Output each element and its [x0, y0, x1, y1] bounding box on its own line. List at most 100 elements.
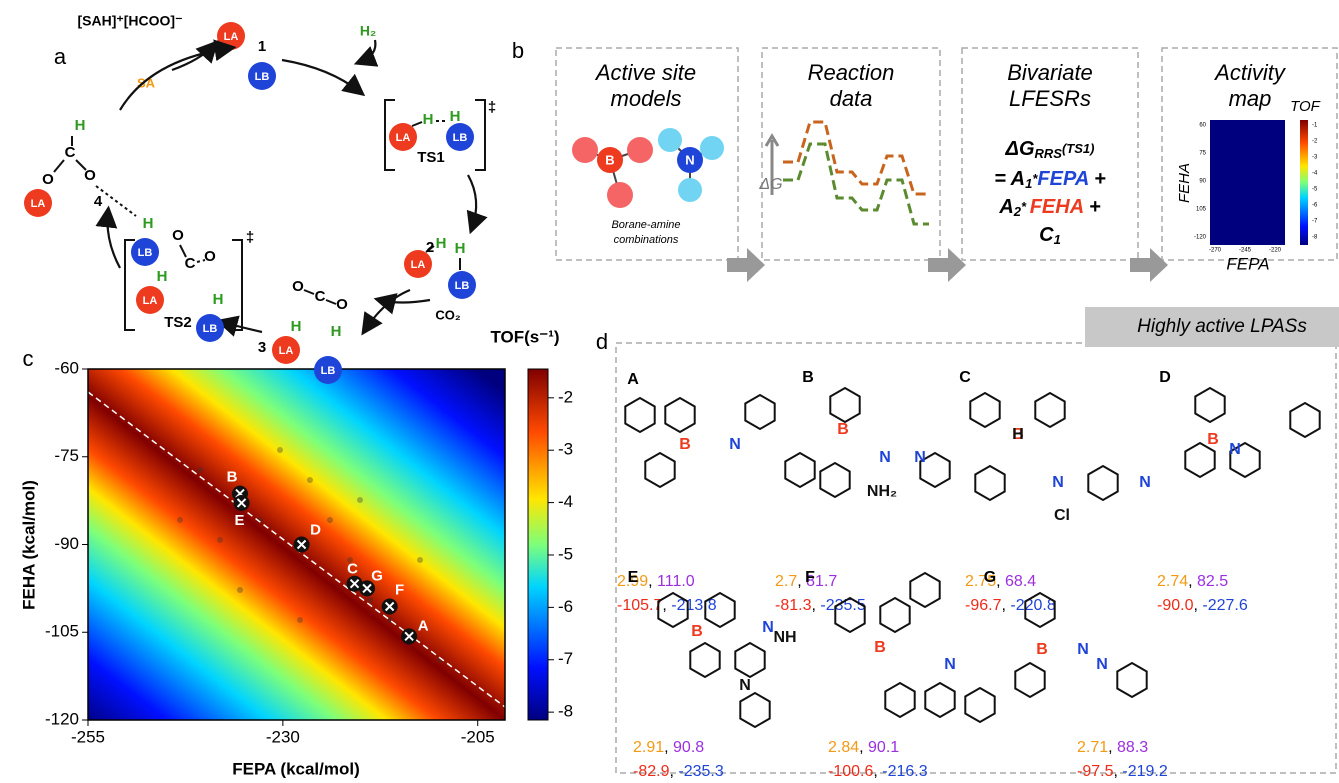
- metric-line: -90.0, -227.6: [1157, 597, 1248, 614]
- metric: -81.3: [775, 597, 812, 614]
- atom-label: B: [1036, 641, 1048, 658]
- section-title: Highly active LPASs: [1137, 316, 1307, 337]
- arrow: [360, 40, 375, 62]
- note: Borane-amine: [611, 219, 680, 231]
- atom-label: H: [455, 240, 466, 257]
- bond: [326, 300, 336, 304]
- atom-label: B: [1207, 431, 1219, 448]
- metric: -90.0: [1157, 597, 1194, 614]
- species-label: 4: [94, 193, 103, 210]
- substituent: [678, 178, 702, 202]
- axis-title: FEHA: [1176, 163, 1193, 203]
- colorbar-tick-label: -4: [558, 492, 573, 511]
- arrow: [282, 60, 360, 92]
- metric-line: 2.84, 90.1: [828, 739, 899, 756]
- bond: [475, 100, 485, 170]
- bond: [180, 245, 186, 257]
- tick-label: 90: [1199, 179, 1206, 185]
- atom-label: NH₂: [867, 483, 897, 500]
- equation: ΔGRRS(TS1): [1005, 138, 1095, 161]
- atom-label: LB: [321, 365, 336, 377]
- point-label: G: [371, 567, 383, 584]
- point-label: E: [235, 512, 245, 529]
- colorbar-tick-label: -8: [558, 702, 573, 721]
- ring: [645, 453, 674, 487]
- x-tick-label: -230: [266, 727, 300, 746]
- ring: [970, 393, 999, 427]
- atom-label: H: [291, 318, 302, 335]
- metric: -227.6: [1202, 597, 1247, 614]
- tick-label: -245: [1239, 248, 1252, 254]
- atom-label: O: [204, 248, 216, 265]
- ring: [1195, 388, 1224, 422]
- ring: [880, 598, 909, 632]
- metric: -97.5: [1077, 763, 1114, 780]
- bond: [76, 160, 86, 170]
- atom-label: LA: [31, 198, 46, 210]
- equation-part: = A: [994, 168, 1025, 190]
- y-tick-label: -120: [45, 709, 79, 728]
- atom-label: N: [944, 656, 956, 673]
- separator: ,: [1001, 597, 1010, 614]
- axis-title: FEPA: [1226, 254, 1269, 273]
- step-title: Reaction: [808, 60, 895, 85]
- atom-label: N: [879, 449, 891, 466]
- mini-colorbar: [1300, 120, 1308, 245]
- tick-label: -8: [1312, 235, 1318, 241]
- separator: ,: [1108, 739, 1117, 756]
- point-label: B: [227, 469, 238, 486]
- ts-mark: ‡: [246, 229, 254, 246]
- atom-label: LB: [453, 132, 468, 144]
- equation: C1: [1039, 224, 1061, 247]
- atom-label: N: [729, 436, 741, 453]
- y-axis-title: FEHA (kcal/mol): [19, 480, 38, 610]
- metric: -219.2: [1122, 763, 1167, 780]
- atom-label: H: [450, 108, 461, 125]
- species-label: TS2: [164, 314, 192, 331]
- separator: ,: [1113, 763, 1122, 780]
- structure-label: C: [959, 369, 971, 386]
- product: [SAH]⁺[HCOO]⁻: [78, 13, 183, 29]
- panel-label: a: [54, 44, 67, 69]
- atom-label: O: [336, 296, 348, 313]
- ring: [1015, 663, 1044, 697]
- separator: ,: [669, 763, 678, 780]
- reagent: SA: [137, 75, 156, 90]
- tick-label: -120: [1194, 235, 1207, 241]
- metric: 2.71: [1077, 739, 1108, 756]
- atom-label: B: [837, 421, 849, 438]
- ring: [745, 395, 774, 429]
- tick-label: -1: [1312, 123, 1318, 129]
- tick-label: -220: [1269, 248, 1282, 254]
- atom-label: NH: [773, 629, 796, 646]
- atom-label: LB: [455, 280, 470, 292]
- metric: 82.5: [1197, 573, 1228, 590]
- x-tick-label: -255: [71, 727, 105, 746]
- species-label: 2: [426, 239, 434, 256]
- colorbar-tick-label: -3: [558, 440, 573, 459]
- ring: [1035, 393, 1064, 427]
- atom-label: N: [1052, 474, 1064, 491]
- metric: -96.7: [965, 597, 1002, 614]
- metric: 2.91: [633, 739, 664, 756]
- separator: ,: [662, 597, 671, 614]
- ring: [965, 688, 994, 722]
- point-label: C: [347, 561, 358, 578]
- atom-label: C: [65, 144, 76, 161]
- atom-label: H: [423, 111, 434, 128]
- metric: -105.7: [617, 597, 662, 614]
- note: combinations: [614, 234, 679, 246]
- ring: [785, 453, 814, 487]
- ring: [925, 683, 954, 717]
- atom-label: LB: [255, 71, 270, 83]
- colorbar-title: TOF: [1290, 98, 1321, 115]
- metric: 2.7: [775, 573, 797, 590]
- atom-label: C: [185, 255, 196, 272]
- atom-label: LB: [203, 323, 218, 335]
- metric: 68.4: [1005, 573, 1036, 590]
- ring: [820, 463, 849, 497]
- y-tick-label: -60: [54, 358, 79, 377]
- tick-label: -5: [1312, 187, 1318, 193]
- equation-part: C: [1039, 224, 1054, 246]
- metric: 90.8: [673, 739, 704, 756]
